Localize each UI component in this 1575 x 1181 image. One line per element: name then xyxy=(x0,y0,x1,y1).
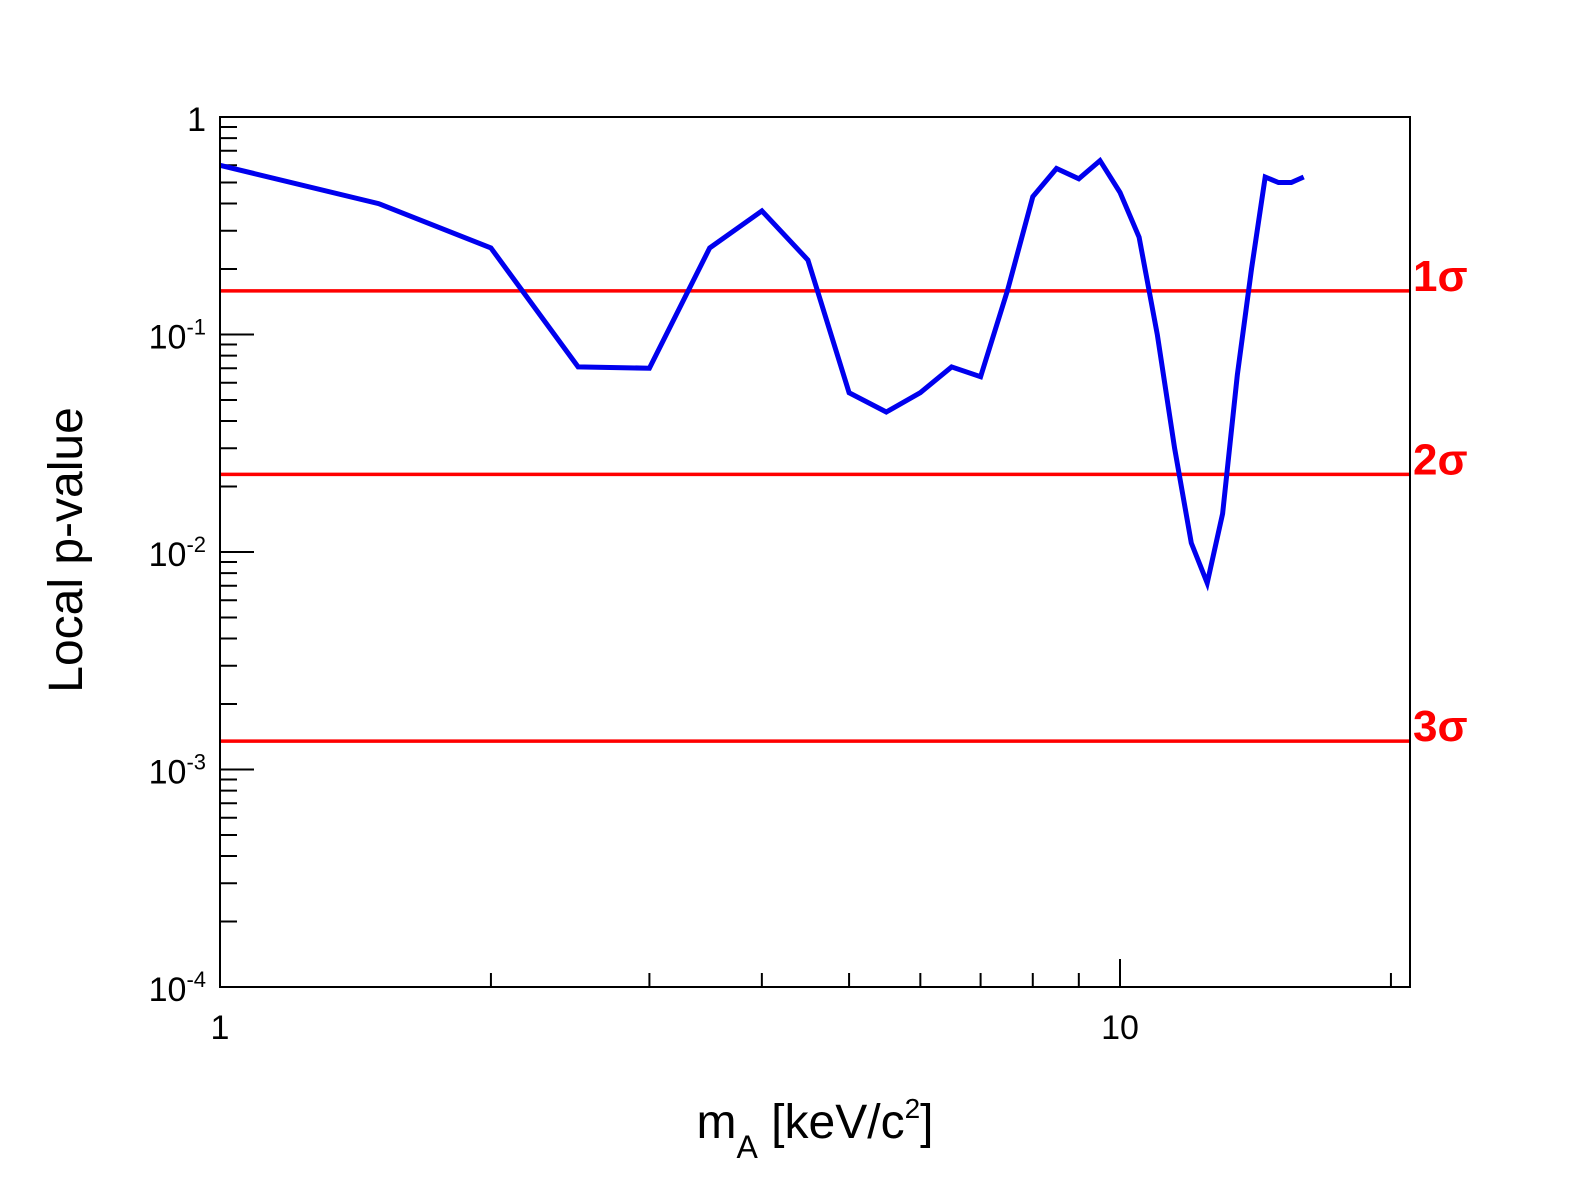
series-layer xyxy=(219,156,1305,592)
x-tick-label: 10 xyxy=(1101,1009,1139,1047)
y-tick-label: 10-2 xyxy=(149,532,206,574)
plot-frame xyxy=(219,116,1411,988)
minor-ticks xyxy=(220,125,1392,987)
sigma-label: 3σ xyxy=(1413,702,1468,751)
x-tick-label: 1 xyxy=(211,1009,230,1047)
y-tick-label: 1 xyxy=(187,101,206,139)
y-tick-label: 10-3 xyxy=(149,750,206,792)
sigma-labels: 1σ 2σ 3σ xyxy=(1413,252,1468,751)
major-ticks xyxy=(219,116,1122,988)
y-axis-title: Local p-value xyxy=(40,407,93,693)
reference-lines xyxy=(220,289,1410,743)
y-tick-label: 10-4 xyxy=(149,967,206,1009)
sigma-label: 2σ xyxy=(1413,435,1468,484)
y-tick-labels: 1 10-1 10-2 10-3 10-4 xyxy=(149,101,206,1009)
x-tick-labels: 1 10 xyxy=(211,1009,1139,1047)
sigma-label: 1σ xyxy=(1413,252,1468,301)
p-value-series-line xyxy=(219,156,1305,592)
x-axis-title: mA [keV/c2] xyxy=(697,1093,934,1165)
y-tick-label: 10-1 xyxy=(149,315,206,357)
